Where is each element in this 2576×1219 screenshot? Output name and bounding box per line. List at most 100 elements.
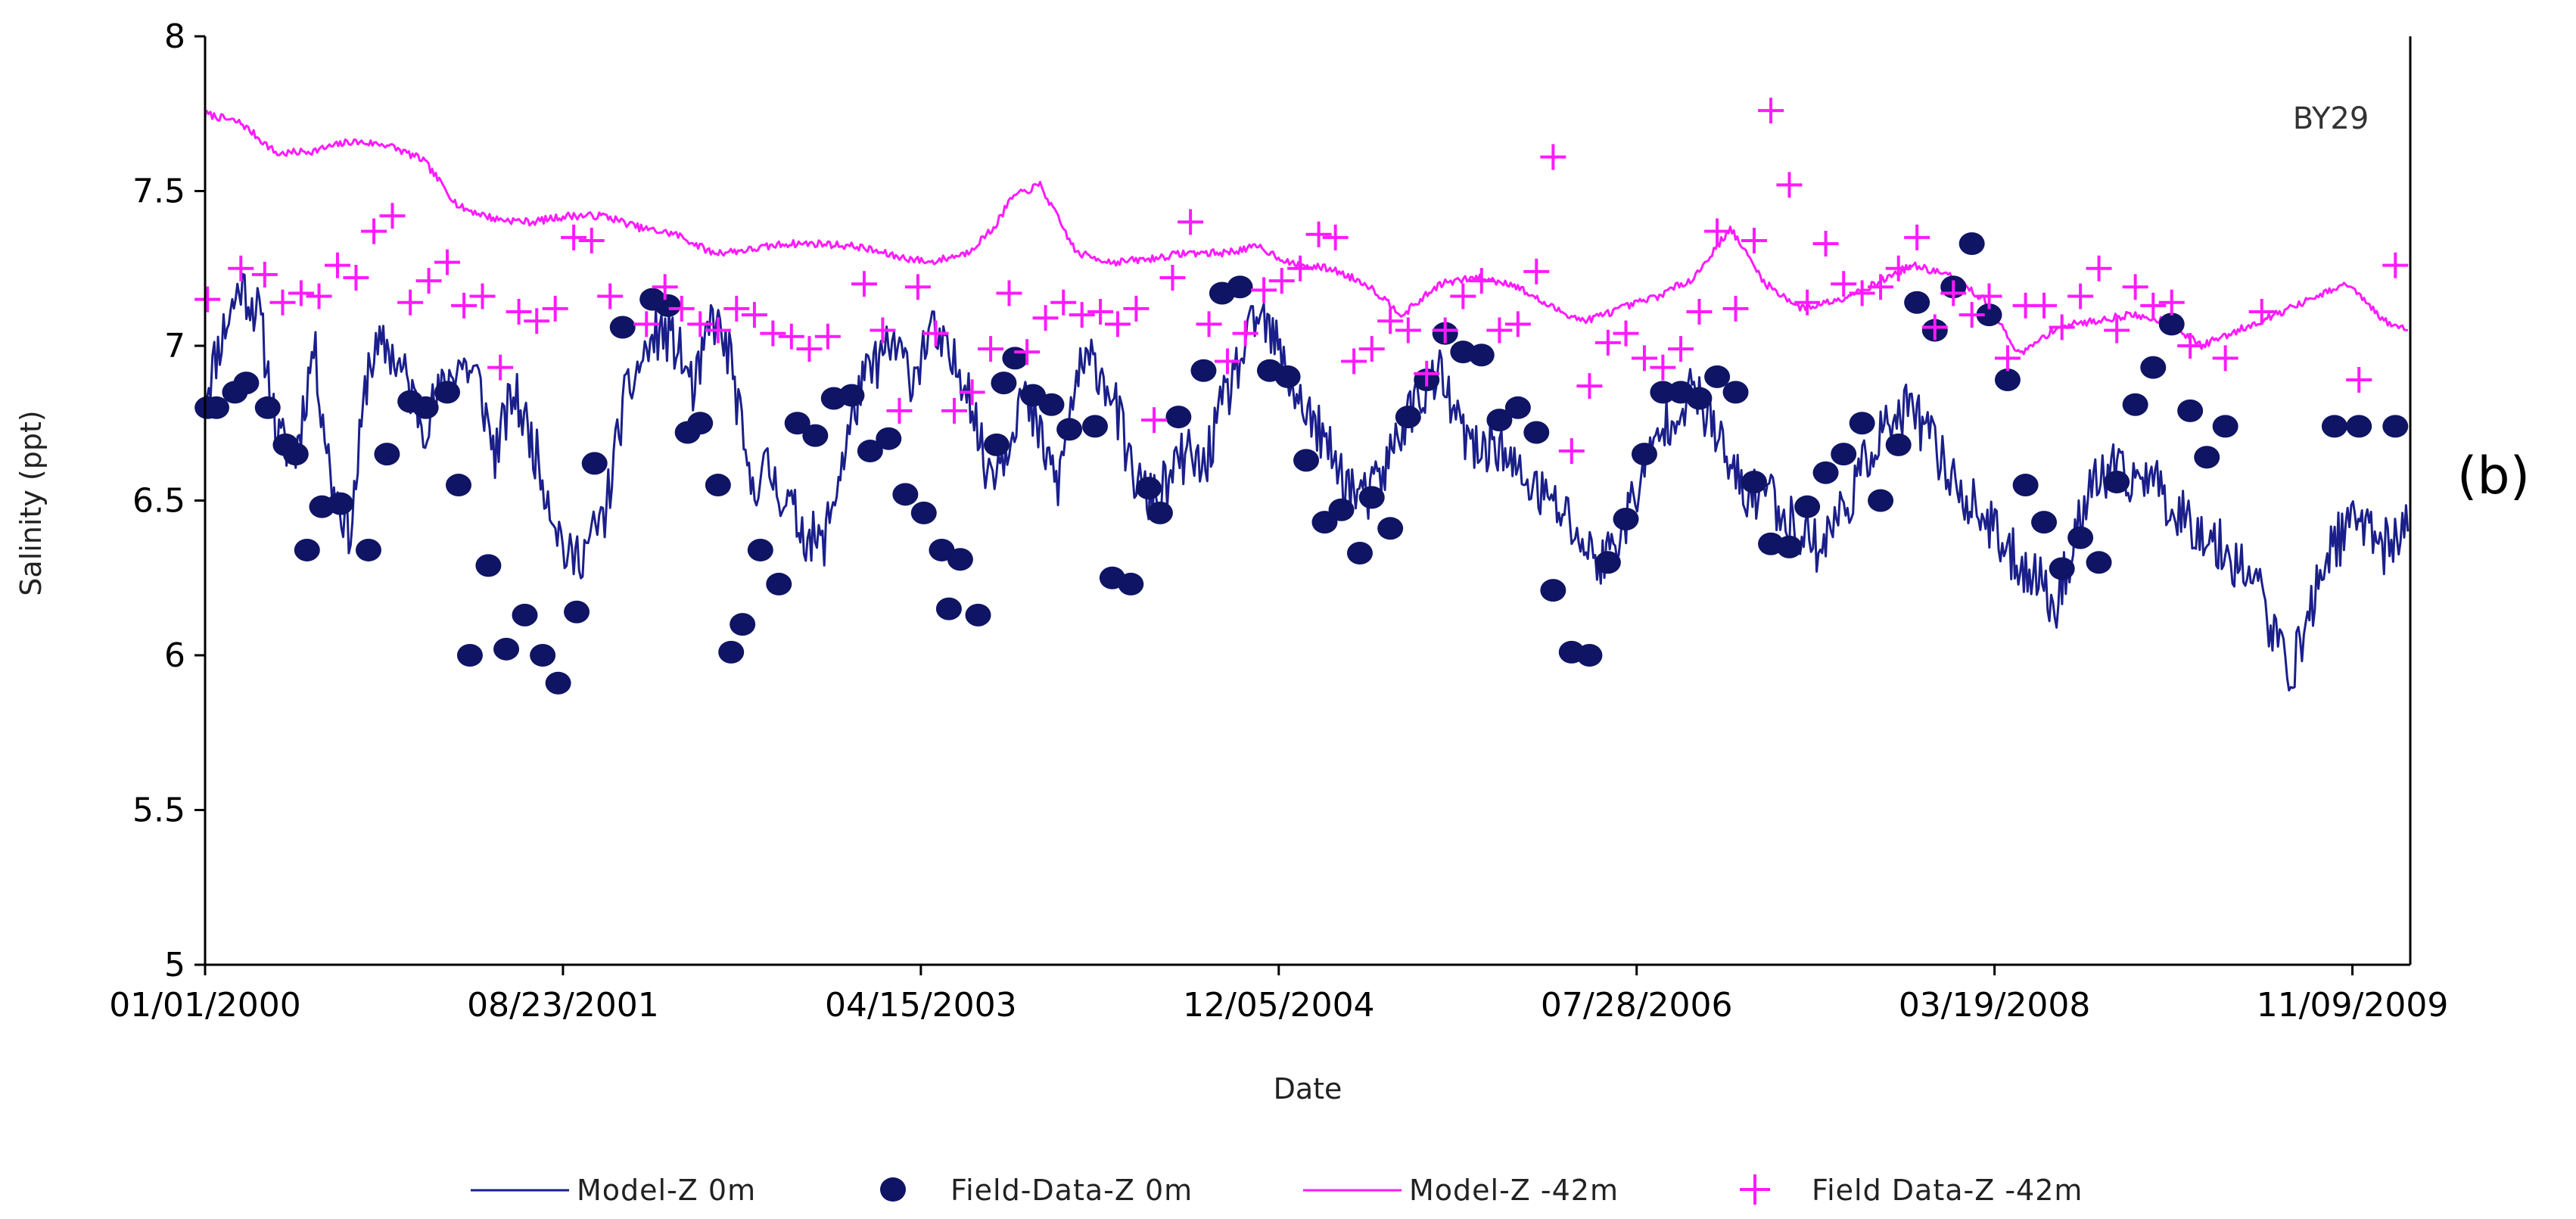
field-0m-point — [2067, 526, 2094, 549]
field-42m-point — [996, 280, 1022, 306]
field-42m-point — [2158, 289, 2185, 316]
field-42m-point — [870, 317, 896, 344]
field-0m-point — [1540, 579, 1566, 602]
field-42m-point — [397, 289, 424, 316]
field-42m-point — [1196, 311, 1222, 337]
plot-area — [194, 98, 2410, 695]
field-42m-point — [2122, 274, 2148, 300]
field-42m-point — [415, 268, 442, 294]
field-0m-point — [1038, 393, 1065, 416]
field-42m-point — [1540, 144, 1566, 170]
field-0m-point — [857, 440, 883, 463]
x-axis-title: Date — [1274, 1072, 1342, 1105]
field-42m-point — [2140, 292, 2167, 319]
field-42m-point — [1069, 302, 1095, 328]
field-42m-point — [1741, 227, 1767, 253]
field-0m-point — [766, 572, 792, 596]
field-0m-point — [1358, 486, 1385, 509]
field-0m-point — [254, 396, 281, 419]
field-0m-point — [1812, 461, 1839, 484]
field-42m-point — [597, 283, 624, 309]
field-42m-point — [1214, 348, 1240, 375]
x-axis-ticks: 01/01/2000 08/23/2001 04/15/2003 12/05/2004… — [109, 965, 2448, 1025]
field-42m-point — [705, 317, 731, 344]
field-42m-point — [2248, 299, 2275, 325]
field-0m-point — [1741, 470, 1767, 493]
field-42m-point — [194, 286, 221, 313]
field-0m-point — [1885, 433, 1912, 456]
field-42m-point — [1341, 348, 1367, 375]
field-42m-point — [269, 289, 296, 316]
x-tick-label: 01/01/2000 — [109, 986, 301, 1025]
field-0m-point — [687, 412, 714, 435]
legend-label-model-42m: Model-Z -42m — [1409, 1174, 1619, 1207]
field-42m-point — [1849, 280, 1875, 306]
field-0m-point — [838, 384, 865, 407]
field-42m-point — [1921, 314, 1948, 341]
y-tick-label: 7.5 — [132, 173, 185, 211]
field-0m-point — [233, 372, 260, 395]
field-0m-point — [1523, 421, 1550, 444]
field-0m-point — [374, 443, 400, 466]
field-42m-point — [343, 265, 369, 291]
field-42m-point — [886, 397, 913, 424]
field-0m-point — [1594, 551, 1621, 574]
field-42m-point — [1395, 317, 1421, 344]
field-0m-point — [1849, 412, 1875, 435]
field-0m-point — [282, 443, 309, 466]
y-axis-ticks: 5 5.5 6 6.5 7 7.5 8 — [132, 17, 205, 984]
field-42m-point — [741, 302, 767, 328]
field-42m-point — [1377, 308, 1404, 334]
panel-label: (b) — [2457, 446, 2530, 506]
field-0m-point — [203, 396, 229, 419]
field-0m-point — [1468, 344, 1495, 367]
field-0m-point — [1650, 381, 1676, 404]
field-42m-point — [959, 379, 985, 406]
field-0m-point — [892, 483, 919, 506]
field-0m-point — [1868, 489, 1894, 512]
field-42m-point — [251, 261, 278, 288]
field-0m-point — [2122, 393, 2148, 416]
field-0m-point — [1504, 396, 1531, 419]
field-0m-point — [730, 613, 756, 636]
field-42m-point — [1613, 320, 1639, 347]
field-42m-point — [687, 311, 714, 337]
field-0m-point — [2031, 511, 2058, 534]
legend-label-field-42m: Field Data-Z -42m — [1812, 1174, 2083, 1207]
field-0m-point — [947, 548, 973, 571]
field-42m-point — [1940, 280, 1967, 306]
field-42m-point — [361, 218, 387, 244]
field-42m-point — [2382, 252, 2409, 278]
field-42m-point — [1087, 299, 1114, 325]
field-42m-point — [288, 280, 314, 306]
field-0m-point — [1293, 449, 1320, 472]
field-0m-point — [2194, 446, 2220, 469]
field-42m-point — [1631, 345, 1657, 372]
field-42m-point — [1322, 224, 1349, 250]
legend-swatch-field-42m — [1740, 1174, 1770, 1205]
field-42m-point — [1812, 231, 1839, 257]
field-0m-point — [1395, 406, 1421, 429]
field-42m-point — [1904, 224, 1930, 250]
field-0m-point — [493, 637, 520, 661]
field-42m-point — [851, 271, 877, 297]
field-0m-point — [935, 597, 962, 620]
y-axis-title: Salinity (ppt) — [14, 410, 48, 596]
field-42m-point — [1141, 407, 1168, 434]
field-42m-point — [1650, 354, 1676, 381]
field-0m-point — [1165, 406, 1192, 429]
field-42m-point — [796, 336, 823, 362]
field-42m-point — [814, 323, 841, 350]
field-0m-point — [2104, 470, 2130, 493]
field-0m-point — [2140, 356, 2167, 379]
field-0m-point — [294, 538, 320, 561]
y-tick-label: 6 — [164, 636, 185, 675]
field-0m-point — [2049, 557, 2075, 580]
field-0m-point — [456, 644, 483, 667]
field-42m-point — [1305, 221, 1332, 247]
model-42m-line — [204, 110, 2409, 356]
field-0m-point — [1686, 387, 1713, 410]
field-0m-point — [1135, 477, 1162, 500]
field-42m-point — [487, 354, 514, 381]
